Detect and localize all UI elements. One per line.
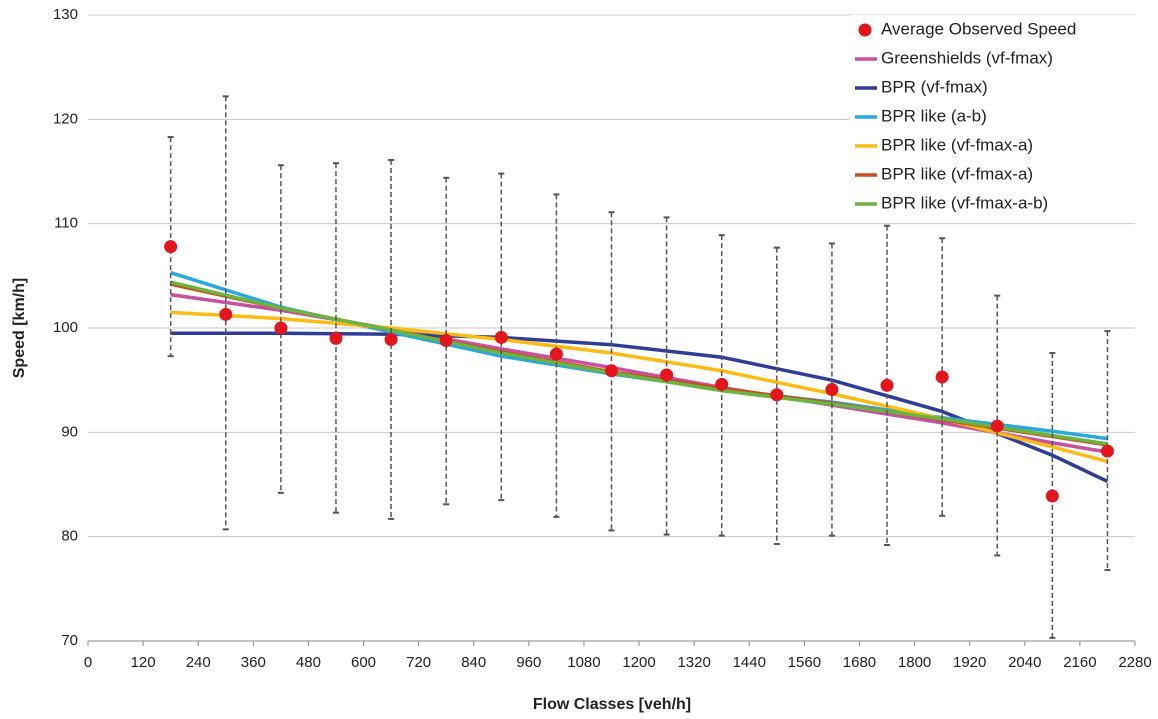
x-tick-label: 1320 xyxy=(677,654,710,671)
error-bar xyxy=(608,211,615,532)
data-point xyxy=(715,377,729,391)
x-tick-label: 2040 xyxy=(1008,654,1041,671)
legend-label: Greenshields (vf-fmax) xyxy=(881,48,1053,67)
data-point xyxy=(1100,444,1114,458)
x-tick-label: 600 xyxy=(351,654,376,671)
x-tick-label: 1200 xyxy=(622,654,655,671)
x-tick-label: 1920 xyxy=(953,654,986,671)
x-tick-label: 480 xyxy=(296,654,321,671)
x-tick-label: 120 xyxy=(131,654,156,671)
data-point xyxy=(825,383,839,397)
legend-label: BPR like (a-b) xyxy=(881,106,987,125)
error-bar xyxy=(332,162,339,514)
x-tick-label: 720 xyxy=(406,654,431,671)
data-point xyxy=(660,368,674,382)
x-axis-label: Flow Classes [veh/h] xyxy=(533,696,691,713)
x-tick-label: 240 xyxy=(186,654,211,671)
error-bar xyxy=(167,136,174,358)
y-tick-label: 110 xyxy=(54,215,78,232)
data-point xyxy=(439,334,453,348)
fit-line xyxy=(170,331,1109,483)
data-point xyxy=(219,307,233,321)
legend-box xyxy=(850,15,1135,220)
y-tick-label: 120 xyxy=(53,110,78,127)
error-bar xyxy=(718,234,725,537)
x-tick-label: 1680 xyxy=(843,654,876,671)
data-point xyxy=(329,331,343,345)
fit-line xyxy=(170,271,1108,441)
x-tick-label: 2280 xyxy=(1118,654,1151,671)
legend-marker xyxy=(858,23,872,37)
data-point xyxy=(990,419,1004,433)
error-bar xyxy=(1049,352,1056,639)
error-bar xyxy=(884,224,891,547)
legend-label: Average Observed Speed xyxy=(881,19,1076,38)
x-tick-label: 960 xyxy=(516,654,541,671)
data-point xyxy=(1045,489,1059,503)
data-point xyxy=(935,370,949,384)
data-point xyxy=(164,240,178,254)
data-point xyxy=(494,330,508,344)
x-tick-label: 0 xyxy=(84,654,92,671)
x-tick-label: 1080 xyxy=(567,654,600,671)
y-tick-label: 80 xyxy=(61,528,78,545)
error-bar xyxy=(1104,330,1111,572)
y-tick-label: 100 xyxy=(53,319,78,336)
x-tick-label: 840 xyxy=(461,654,486,671)
y-tick-label: 130 xyxy=(53,6,78,23)
x-tick-label: 2160 xyxy=(1063,654,1096,671)
data-point xyxy=(605,364,618,378)
legend-label: BPR like (vf-fmax-a) xyxy=(881,135,1033,154)
y-tick-label: 70 xyxy=(61,632,78,649)
x-tick-label: 360 xyxy=(241,654,266,671)
data-point xyxy=(770,388,784,402)
y-tick-label: 90 xyxy=(61,423,78,440)
x-tick-label: 1560 xyxy=(788,654,821,671)
error-bar xyxy=(663,216,670,536)
legend-label: BPR like (vf-fmax-a-b) xyxy=(881,193,1048,212)
data-point xyxy=(880,378,894,392)
data-point xyxy=(384,332,398,346)
x-tick-label: 1800 xyxy=(898,654,931,671)
x-tick-label: 1440 xyxy=(733,654,766,671)
data-point xyxy=(274,321,288,335)
fit-line xyxy=(170,292,1108,454)
legend-label: BPR like (vf-fmax-a) xyxy=(881,164,1033,183)
y-axis-label: Speed [km/h] xyxy=(11,278,28,378)
data-point xyxy=(549,347,563,361)
legend-label: BPR (vf-fmax) xyxy=(881,77,988,96)
